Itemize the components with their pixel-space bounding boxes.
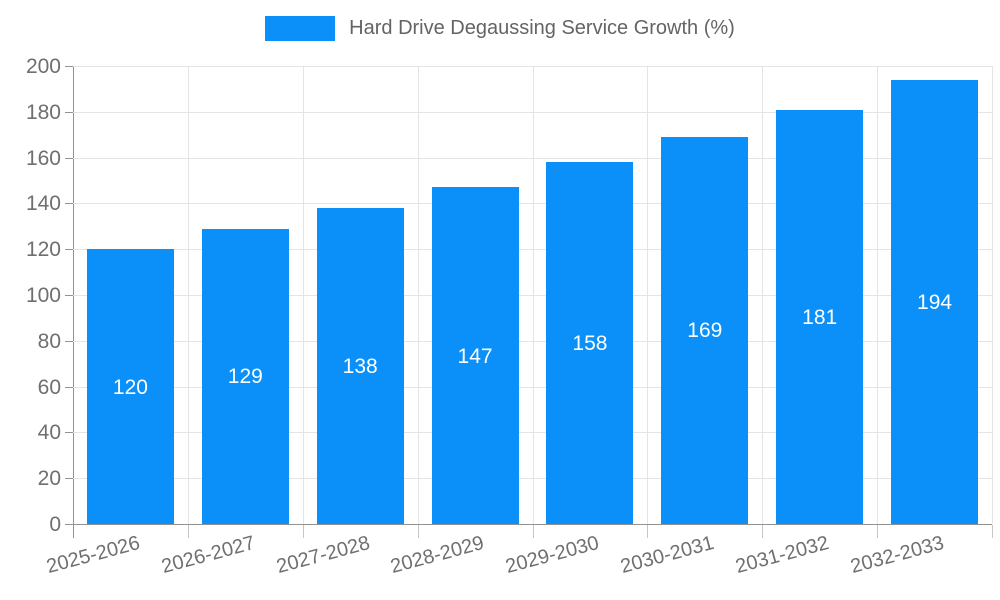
bar — [776, 109, 864, 524]
x-gridline — [532, 66, 534, 524]
bar-value-label: 120 — [112, 375, 148, 399]
plot-area: 0 20 40 60 80 100 120 140 160 180 200 120 2025-2026 1… — [26, 55, 993, 578]
x-axis-category-label: 2028-2029 — [388, 532, 487, 579]
y-axis-tick — [65, 111, 73, 113]
x-axis-tick — [762, 525, 764, 538]
x-axis-category-label: 2030-2031 — [618, 532, 717, 579]
bar-value-label: 194 — [917, 290, 953, 314]
bar-value-label: 129 — [227, 365, 263, 389]
y-axis-tick — [65, 157, 73, 159]
bar — [316, 207, 404, 524]
x-axis-tick — [532, 525, 534, 538]
bar — [661, 136, 749, 524]
y-axis-tick — [65, 478, 73, 480]
x-axis-tick — [877, 525, 879, 538]
y-axis-tick-label: 40 — [37, 421, 61, 445]
bar-value-label: 181 — [802, 305, 838, 329]
x-axis-tick — [417, 525, 419, 538]
y-axis-tick-label: 60 — [37, 375, 61, 399]
x-axis-category-label: 2031-2032 — [733, 532, 832, 579]
bar — [431, 187, 519, 524]
x-gridline — [877, 66, 879, 524]
y-axis-tick-label: 20 — [37, 467, 61, 491]
bar-value-label: 158 — [572, 332, 608, 356]
y-axis-tick-label: 80 — [37, 329, 61, 353]
y-axis-tick — [65, 432, 73, 434]
bar-value-label: 169 — [687, 319, 723, 343]
x-gridline — [992, 66, 993, 524]
chart-legend[interactable]: Hard Drive Degaussing Service Growth (%) — [0, 16, 1000, 41]
x-axis-category-label: 2032-2033 — [848, 532, 947, 579]
y-axis-tick-label: 140 — [25, 192, 61, 216]
y-axis-tick — [65, 340, 73, 342]
y-axis-tick — [65, 249, 73, 251]
x-gridline — [762, 66, 764, 524]
x-gridline — [417, 66, 419, 524]
y-axis-tick — [65, 295, 73, 296]
bar-value-label: 147 — [457, 344, 493, 368]
x-axis-tick — [302, 525, 304, 538]
y-axis-tick-label: 180 — [25, 100, 61, 124]
x-axis-tick — [992, 525, 993, 538]
y-axis-tick-label: 100 — [25, 284, 61, 307]
y-axis-tick — [65, 524, 73, 525]
y-axis-tick-label: 120 — [25, 238, 61, 262]
bar — [86, 249, 174, 524]
x-axis-category-label: 2027-2028 — [273, 532, 372, 579]
legend-series-label: Hard Drive Degaussing Service Growth (%) — [349, 17, 735, 39]
y-axis-tick — [65, 386, 73, 388]
x-axis-tick — [647, 525, 649, 538]
y-axis-tick-label: 0 — [49, 513, 61, 536]
bar-value-label: 138 — [342, 354, 378, 378]
bar — [891, 79, 979, 524]
y-axis-tick-label: 200 — [25, 55, 61, 78]
x-axis-tick — [187, 525, 189, 538]
x-gridline — [302, 66, 304, 524]
x-axis-category-label: 2026-2027 — [158, 532, 258, 579]
x-axis-category-label: 2025-2026 — [44, 532, 143, 579]
bar — [201, 228, 289, 524]
y-axis-line — [73, 66, 74, 538]
y-axis-tick — [65, 66, 73, 67]
x-axis-line — [65, 524, 992, 525]
x-gridline — [647, 66, 649, 524]
legend-swatch-icon — [265, 16, 336, 41]
x-gridline — [187, 66, 189, 524]
y-axis-tick-label: 160 — [25, 146, 61, 170]
bar — [546, 162, 634, 524]
x-axis-category-label: 2029-2030 — [503, 532, 602, 579]
y-axis-tick — [65, 203, 73, 205]
